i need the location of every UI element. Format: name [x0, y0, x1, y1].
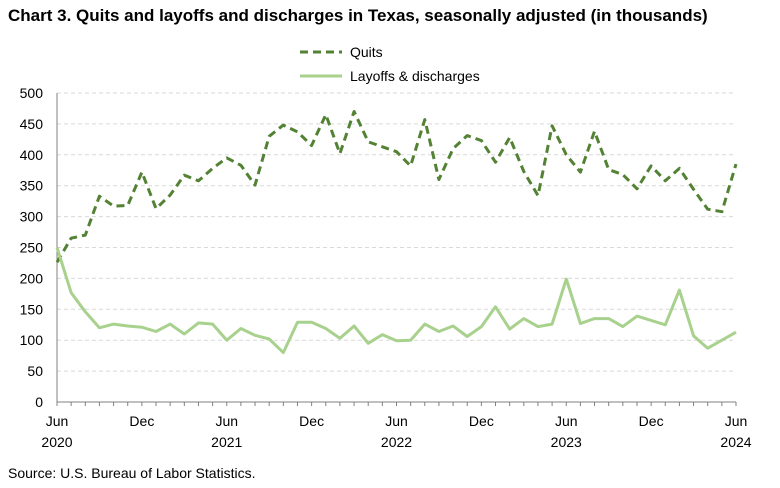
x-tick-label-month: Jun — [385, 413, 408, 429]
layoffs-discharges-line — [55, 247, 737, 355]
chart-title: Chart 3. Quits and layoffs and discharge… — [8, 6, 708, 25]
legend: Quits Layoffs & discharges — [300, 44, 480, 84]
y-tick-label: 0 — [35, 394, 43, 410]
y-tick-label: 150 — [20, 301, 44, 317]
x-tick-label-month: Jun — [46, 413, 69, 429]
x-tick-label-month: Dec — [639, 413, 664, 429]
legend-label: Layoffs & discharges — [350, 68, 480, 84]
x-tick-label-month: Jun — [725, 413, 748, 429]
y-tick-label: 200 — [20, 270, 44, 286]
x-tick-label-month: Dec — [469, 413, 494, 429]
x-tick-label-year: 2023 — [551, 434, 582, 450]
x-tick-label-year: 2020 — [41, 434, 72, 450]
quits-line — [55, 110, 738, 264]
axes: 0 50 100 150 200 250 300 350 400 450 500 Jun 2020 Dec… — [20, 85, 752, 450]
y-tick-label: 250 — [20, 240, 44, 256]
x-tick-label-month: Jun — [555, 413, 578, 429]
x-tick-label-year: 2022 — [381, 434, 412, 450]
y-tick-label: 400 — [20, 147, 44, 163]
y-tick-label: 500 — [20, 85, 44, 101]
y-tick-label: 450 — [20, 116, 44, 132]
series-lines — [55, 110, 738, 355]
legend-label: Quits — [350, 44, 383, 60]
x-tick-label-month: Dec — [129, 413, 154, 429]
x-tick-label-year: 2021 — [211, 434, 242, 450]
y-tick-label: 350 — [20, 178, 44, 194]
gridlines — [57, 92, 736, 372]
y-tick-label: 50 — [27, 363, 43, 379]
source-note: Source: U.S. Bureau of Labor Statistics. — [8, 465, 256, 481]
x-tick-label-month: Dec — [299, 413, 324, 429]
y-tick-label: 300 — [20, 209, 44, 225]
x-tick-label-month: Jun — [215, 413, 238, 429]
y-tick-label: 100 — [20, 332, 44, 348]
x-tick-label-year: 2024 — [720, 434, 751, 450]
